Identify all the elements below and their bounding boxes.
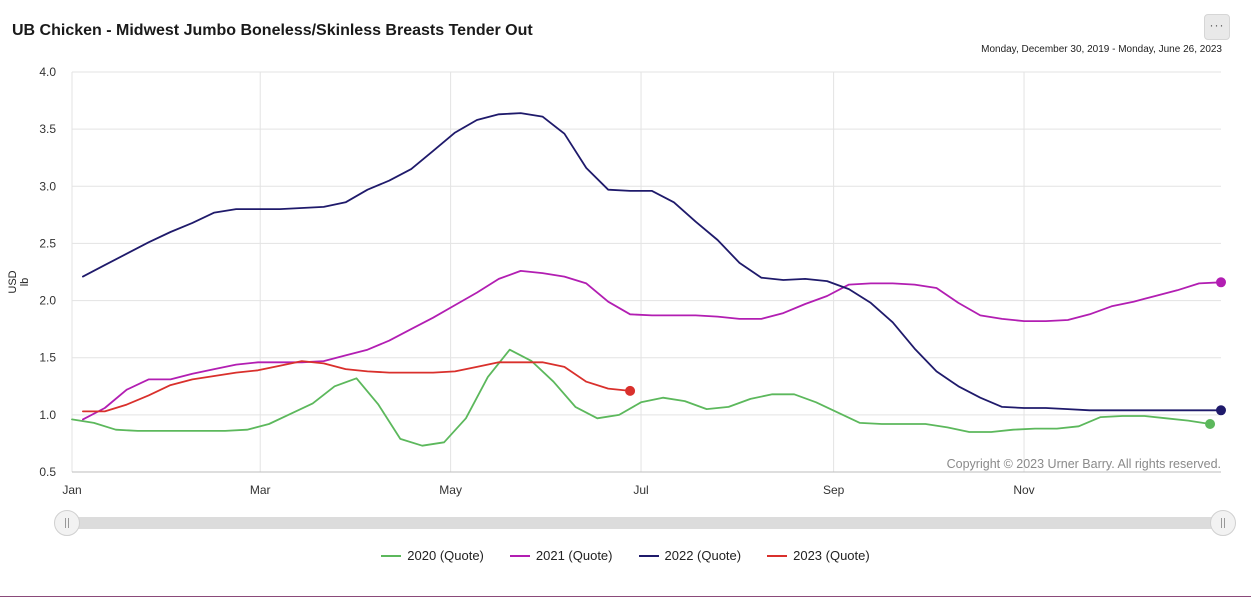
chart-grid [71, 71, 1221, 473]
x-tick-label: May [439, 483, 462, 497]
series-line-2022[interactable] [82, 112, 1222, 412]
legend-swatch-2023 [767, 554, 788, 557]
series-line-2020[interactable] [71, 348, 1211, 447]
series-line-2021[interactable] [82, 269, 1222, 421]
legend-swatch-2022 [638, 554, 659, 557]
legend-item-2021[interactable]: 2021 (Quote) [509, 548, 613, 563]
copyright-text: Copyright © 2023 Urner Barry. All rights… [947, 457, 1221, 471]
x-tick-label: Jan [62, 483, 81, 497]
line-chart: 4.0 3.5 3.0 2.5 2.0 1.5 1.0 0.5 Jan Mar May Jul Sep… [39, 65, 1226, 497]
y-tick-label: 0.5 [39, 465, 56, 479]
legend-label-2021: 2021 (Quote) [535, 548, 613, 563]
x-tick-label: Nov [1013, 483, 1034, 497]
y-axis-ticks: 4.0 3.5 3.0 2.5 2.0 1.5 1.0 0.5 [39, 65, 56, 479]
series-end-marker-2022[interactable] [1216, 405, 1226, 416]
chart-series [71, 112, 1226, 447]
range-handle-right[interactable] [1210, 510, 1236, 536]
y-tick-label: 3.5 [39, 122, 56, 136]
y-tick-label: 2.0 [39, 294, 56, 308]
x-tick-label: Jul [633, 483, 648, 497]
legend-item-2020[interactable]: 2020 (Quote) [381, 548, 484, 563]
more-options-icon: ··· [1209, 17, 1225, 32]
chart-menu-button[interactable]: ··· [1204, 14, 1230, 40]
chart-legend: 2020 (Quote) 2021 (Quote) 2022 (Quote) 2… [0, 548, 1251, 563]
y-tick-label: 1.0 [39, 408, 56, 422]
y-tick-label: 4.0 [39, 65, 56, 79]
series-end-marker-2020[interactable] [1205, 419, 1216, 429]
range-handle-left[interactable] [54, 510, 80, 536]
legend-label-2023: 2023 (Quote) [793, 548, 870, 563]
series-line-2023[interactable] [82, 360, 631, 413]
date-range-label: Monday, December 30, 2019 - Monday, June… [981, 44, 1222, 55]
legend-item-2023[interactable]: 2023 (Quote) [767, 548, 870, 563]
legend-swatch-2020 [381, 554, 402, 557]
x-axis-ticks: Jan Mar May Jul Sep Nov [62, 483, 1034, 497]
y-tick-label: 1.5 [39, 351, 56, 365]
legend-swatch-2021 [509, 554, 530, 557]
chart-title: UB Chicken - Midwest Jumbo Boneless/Skin… [12, 22, 533, 39]
legend-item-2022[interactable]: 2022 (Quote) [638, 548, 742, 563]
x-tick-label: Mar [250, 483, 271, 497]
y-tick-label: 3.0 [39, 179, 56, 193]
series-end-marker-2021[interactable] [1216, 277, 1226, 288]
y-tick-label: 2.5 [39, 236, 56, 250]
bottom-divider [0, 596, 1251, 597]
range-scrollbar[interactable] [60, 517, 1222, 529]
series-end-marker-2023[interactable] [625, 385, 636, 396]
x-tick-label: Sep [823, 483, 845, 497]
legend-label-2022: 2022 (Quote) [664, 548, 742, 563]
legend-label-2020: 2020 (Quote) [407, 548, 484, 563]
